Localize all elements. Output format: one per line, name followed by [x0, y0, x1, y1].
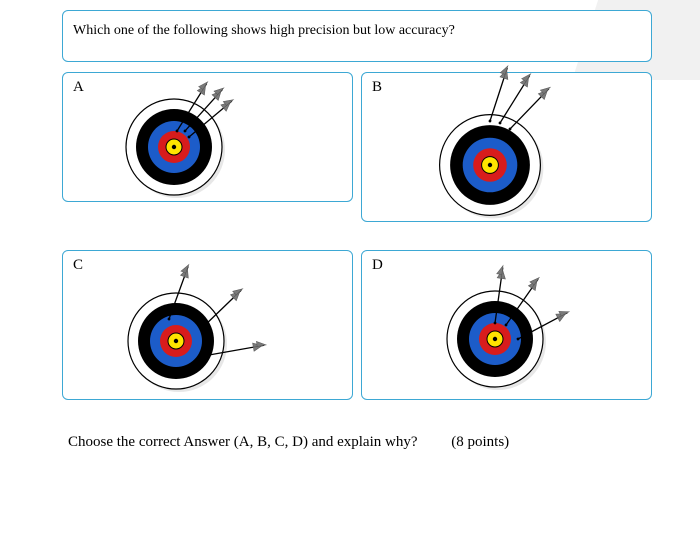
target-d [370, 257, 643, 397]
prompt-line: Choose the correct Answer (A, B, C, D) a… [68, 434, 652, 451]
question-text: Which one of the following shows high pr… [73, 23, 455, 38]
question-box: Which one of the following shows high pr… [62, 10, 652, 62]
prompt-text: Choose the correct Answer (A, B, C, D) a… [68, 434, 418, 450]
option-label-b: B [372, 79, 382, 96]
option-box-d[interactable]: D [361, 250, 652, 400]
option-label-a: A [73, 79, 84, 96]
option-label-d: D [372, 257, 383, 274]
target-c [71, 257, 344, 397]
page-container: Which one of the following shows high pr… [62, 10, 652, 451]
option-label-c: C [73, 257, 83, 274]
options-grid: A B C D [62, 72, 652, 400]
target-b [370, 79, 643, 219]
option-box-a[interactable]: A [62, 72, 353, 202]
points-text: (8 points) [451, 434, 509, 450]
option-box-b[interactable]: B [361, 72, 652, 222]
target-a [71, 79, 344, 197]
option-box-c[interactable]: C [62, 250, 353, 400]
